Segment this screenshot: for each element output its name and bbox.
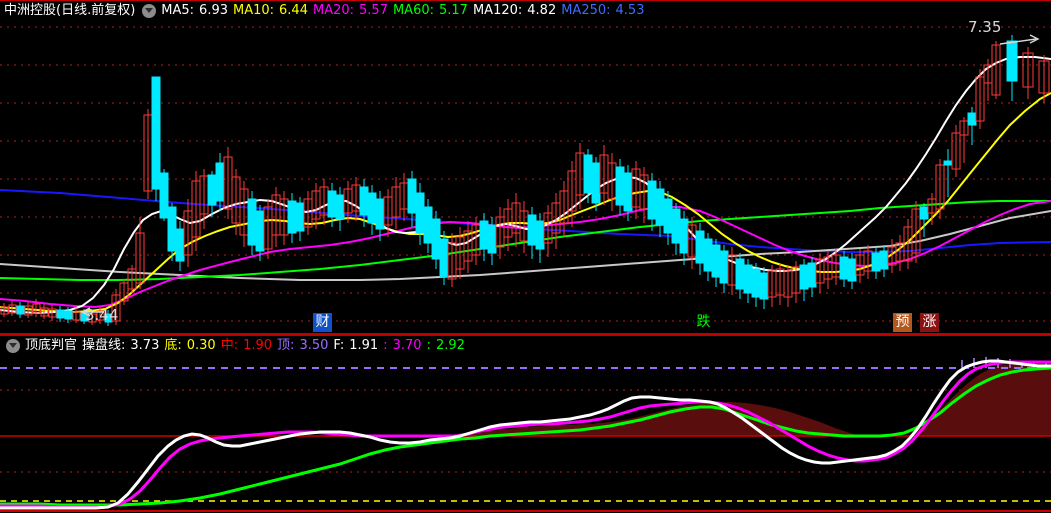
ma5-value: 6.93 xyxy=(199,3,228,18)
extra2-label: : xyxy=(426,338,431,353)
indicator-chart-panel[interactable] xyxy=(0,356,1051,513)
indicator-gridlines xyxy=(0,389,1051,473)
price-chart-panel[interactable] xyxy=(0,21,1051,333)
zhong-value: 1.90 xyxy=(243,338,273,353)
ma10-label: MA10: xyxy=(233,3,275,18)
indicator-slow-line xyxy=(0,366,1051,507)
indicator-header: 顶底判官 操盘线: 3.73 底: 0.30 中: 1.90 顶: 3.50 F… xyxy=(4,336,470,356)
f-value: 1.91 xyxy=(349,338,379,353)
zhong-label: 中: xyxy=(220,338,239,353)
signal-marker-cai[interactable]: 财 xyxy=(313,313,332,332)
ding-value: 3.50 xyxy=(299,338,329,353)
symbol-title: 中洲控股(日线.前复权) xyxy=(4,3,136,18)
ma250-value: 4.53 xyxy=(615,3,645,18)
di-label: 底: xyxy=(164,338,182,353)
ma250-label: MA250: xyxy=(561,3,611,18)
caopanxian-label: 操盘线: xyxy=(82,338,126,353)
candlestick-series xyxy=(0,35,1050,326)
high-callout-arrow xyxy=(999,34,1040,45)
chevron-down-icon[interactable] xyxy=(6,339,20,353)
chevron-down-icon[interactable] xyxy=(142,4,157,18)
ma120-line xyxy=(0,210,1051,281)
ma60-label: MA60: xyxy=(392,3,434,18)
indicator-fill-area-2 xyxy=(908,362,1051,436)
top-frame-line xyxy=(0,0,1051,1)
ma120-value: 4.82 xyxy=(527,3,557,18)
caopanxian-value: 3.73 xyxy=(130,338,160,353)
extra2-value: 2.92 xyxy=(435,338,465,353)
panel-separator xyxy=(0,333,1051,336)
signal-marker-die[interactable]: 跌 xyxy=(694,313,713,332)
f-label: F: xyxy=(333,338,345,353)
indicator-chart-svg xyxy=(0,357,1051,512)
ma20-value: 5.57 xyxy=(359,3,388,18)
ding-label: 顶: xyxy=(277,338,295,353)
ma20-label: MA20: xyxy=(312,3,355,18)
indicator-name: 顶底判官 xyxy=(25,338,78,353)
main-chart-header: 中洲控股(日线.前复权) MA5: 6.93 MA10: 6.44 MA20: … xyxy=(4,1,649,21)
indicator-fill-area xyxy=(455,402,860,436)
low-callout-arrow xyxy=(80,307,104,317)
indicator-fast-line xyxy=(0,359,1051,510)
signal-marker-yu[interactable]: 预 xyxy=(893,313,912,332)
ma10-value: 6.44 xyxy=(279,3,308,18)
high-price-label: 7.35 xyxy=(968,18,1002,36)
ma120-label: MA120: xyxy=(472,3,523,18)
di-value: 0.30 xyxy=(186,338,216,353)
low-price-label: 3.44 xyxy=(85,306,119,324)
price-chart-svg xyxy=(0,26,1051,326)
extra1-value: 3.70 xyxy=(392,338,422,353)
signal-marker-zhang[interactable]: 涨 xyxy=(920,313,939,332)
ma60-value: 5.17 xyxy=(439,3,468,18)
extra1-label: : xyxy=(383,338,388,353)
ma5-label: MA5: xyxy=(161,3,195,18)
